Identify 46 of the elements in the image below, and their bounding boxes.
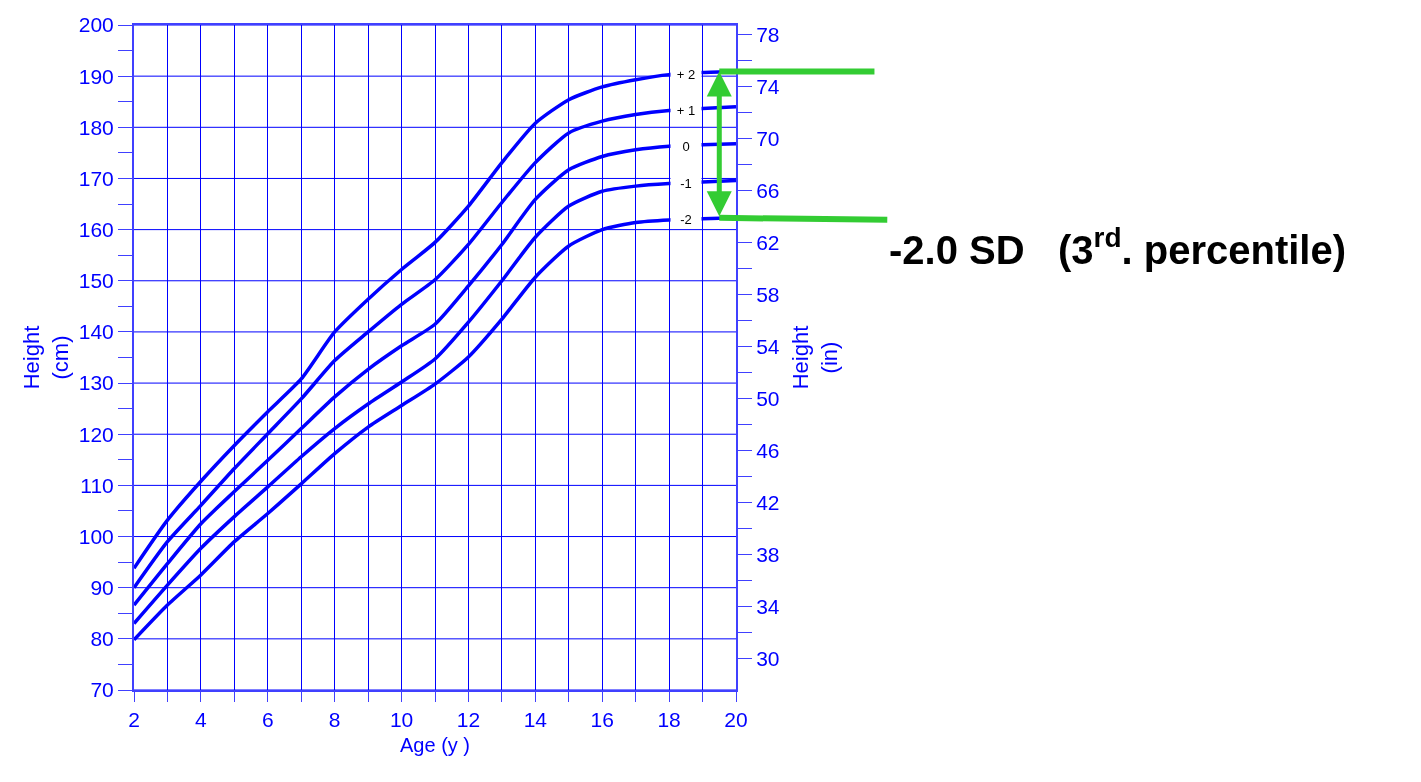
y2-tick-label: 62 [756,230,780,254]
y2-tick-label: 38 [756,542,780,566]
x-tick-label: 10 [389,708,414,732]
y2-tick-label: 78 [756,22,780,46]
y-tick-label: 170 [78,166,114,190]
x-tick-label: 18 [657,708,681,732]
y2-tick-label: 34 [756,594,780,618]
series-label: -1 [680,176,692,191]
y-tick-label: 130 [78,371,114,395]
y-tick-label: 140 [78,320,114,344]
x-tick-label: 6 [261,708,274,732]
y-tick-label: 190 [78,64,114,88]
y-tick-label: 150 [78,269,114,293]
series-label: + 2 [676,67,696,82]
y2-tick-label: 54 [756,334,780,358]
y-tick-label: 120 [78,422,114,446]
y-tick-label: 180 [78,115,114,139]
y-tick-label: 70 [90,678,114,702]
y-tick-label: 100 [78,524,114,548]
x-tick-label: 12 [456,708,481,732]
x-tick-label: 2 [128,708,140,732]
y-tick-label: 110 [80,473,114,497]
x-tick-label: 14 [523,708,548,732]
x-tick-label: 4 [195,708,208,732]
x-axis-title: Age (y ) [399,734,471,757]
y2-tick-label: 66 [756,178,780,202]
series-label: -2 [680,212,692,227]
y-tick-label: 200 [78,13,114,37]
y-tick-label: 160 [78,217,114,241]
annotation: -2.0 SD (3$^{rd}$. percentile) [889,222,1347,272]
y2-tick-label: 50 [756,386,780,410]
y2-axis-title: Height (in) [788,325,842,390]
y2-tick-label: 30 [756,646,780,670]
y-tick-label: 80 [90,627,114,651]
y2-tick-label: 46 [756,438,780,462]
x-tick-label: 8 [328,708,341,732]
y2-tick-label: 58 [756,282,780,306]
x-tick-label: 20 [724,708,748,732]
y2-tick-label: 42 [756,490,780,514]
y-tick-label: 90 [90,576,114,600]
y2-tick-label: 74 [756,74,780,98]
y-axis-title: Height (cm) [19,325,74,390]
x-tick-label: 16 [590,708,614,732]
y2-tick-label: 70 [756,126,780,150]
series-label: + 1 [676,103,696,118]
series-label: 0 [682,139,690,154]
